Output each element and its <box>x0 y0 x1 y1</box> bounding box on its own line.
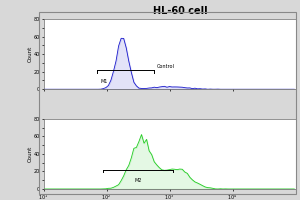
Text: HL-60 cell: HL-60 cell <box>153 6 207 16</box>
Y-axis label: Count: Count <box>27 146 32 162</box>
Y-axis label: Count: Count <box>27 46 32 62</box>
Text: M1: M1 <box>101 79 108 84</box>
Text: M2: M2 <box>134 178 142 183</box>
Text: Control: Control <box>156 64 174 69</box>
